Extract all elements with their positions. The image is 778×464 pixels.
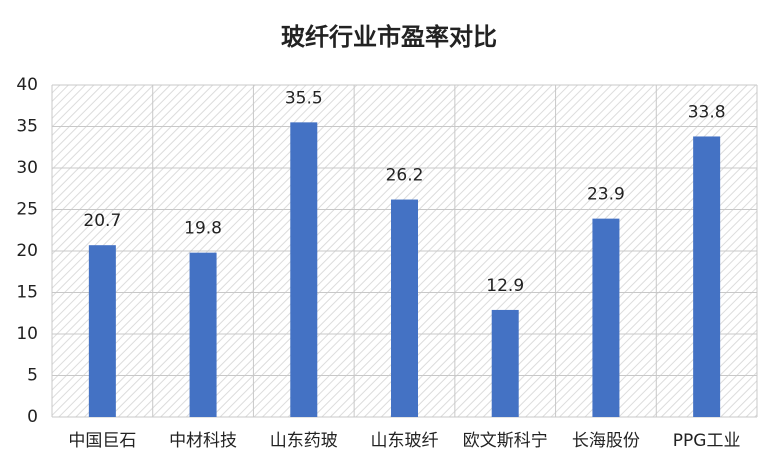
x-tick-label: 山东玻纤 xyxy=(371,431,439,451)
bar xyxy=(391,199,418,417)
data-label: 20.7 xyxy=(83,211,121,231)
y-tick-label: 5 xyxy=(27,366,38,386)
y-tick-label: 15 xyxy=(16,283,38,303)
y-tick-label: 10 xyxy=(16,324,38,344)
bar xyxy=(693,136,721,417)
bar xyxy=(88,245,116,417)
data-label: 26.2 xyxy=(386,166,424,186)
bar xyxy=(189,252,217,417)
data-label: 12.9 xyxy=(486,276,524,296)
x-tick-label: 长海股份 xyxy=(572,431,640,451)
data-label: 33.8 xyxy=(688,102,726,122)
x-tick-label: PPG工业 xyxy=(673,431,741,451)
y-tick-label: 20 xyxy=(16,241,38,261)
y-tick-label: 25 xyxy=(16,200,38,220)
y-tick-label: 35 xyxy=(16,117,38,137)
x-tick-label: 欧文斯科宁 xyxy=(463,431,548,451)
chart-title: 玻纤行业市盈率对比 xyxy=(281,23,497,51)
data-label: 19.8 xyxy=(184,219,222,239)
y-tick-label: 40 xyxy=(16,75,38,95)
x-tick-label: 中国巨石 xyxy=(68,431,136,451)
bar xyxy=(290,122,318,417)
x-tick-label: 中材科技 xyxy=(169,431,237,451)
y-tick-label: 0 xyxy=(27,407,38,427)
bar xyxy=(592,218,620,417)
data-label: 23.9 xyxy=(587,185,625,205)
x-tick-label: 山东药玻 xyxy=(270,431,338,451)
data-label: 35.5 xyxy=(285,88,323,108)
y-tick-label: 30 xyxy=(16,158,38,178)
bar xyxy=(491,309,519,417)
